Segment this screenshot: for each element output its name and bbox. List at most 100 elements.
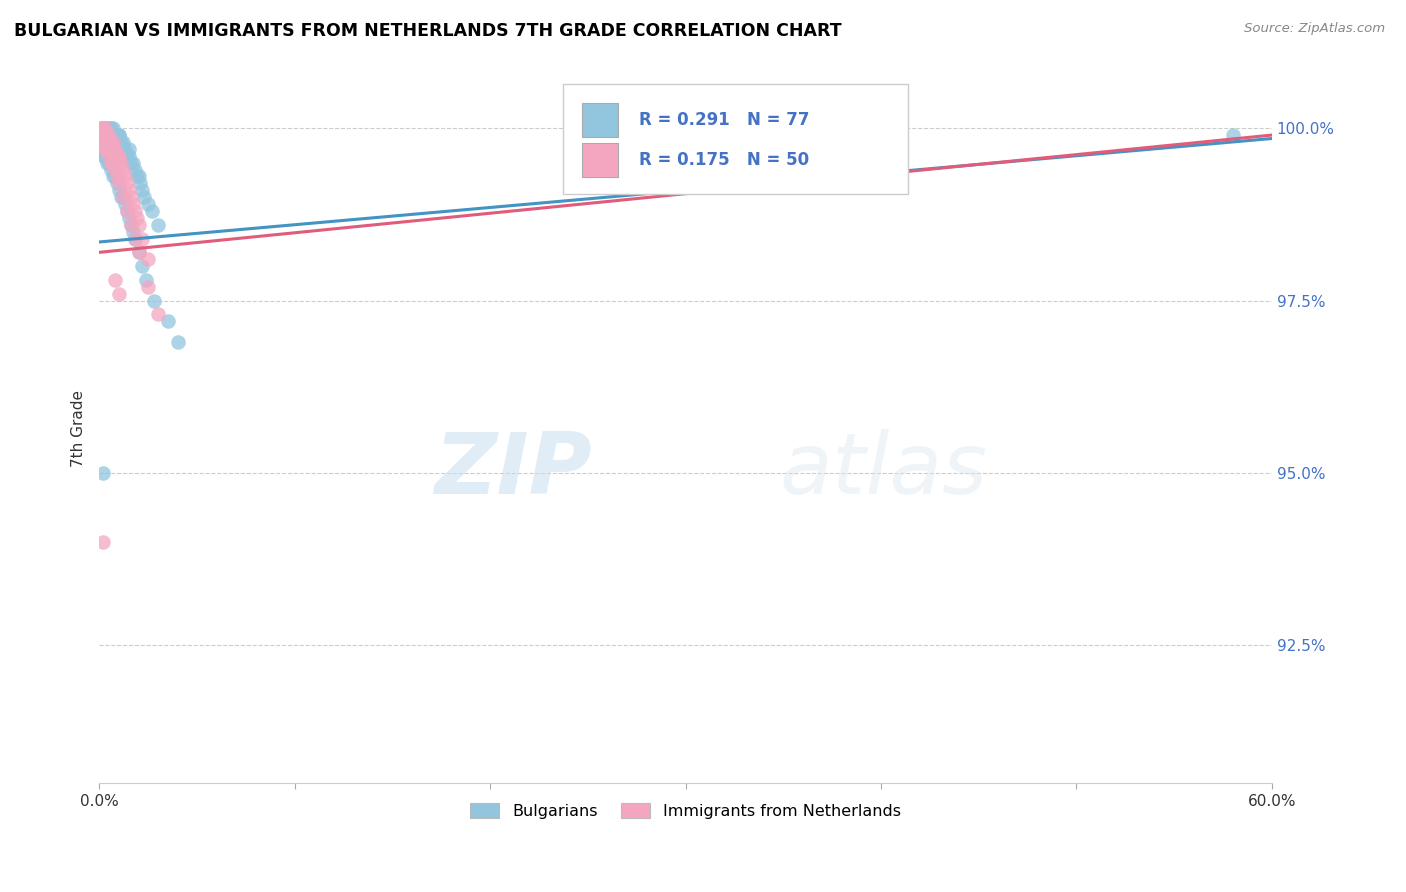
Point (90, 142, 112, 156)
Point (101, 135, 124, 149)
Point (118, 149, 141, 163)
Point (124, 231, 146, 245)
Point (108, 155, 131, 169)
Point (111, 142, 134, 156)
Point (111, 135, 134, 149)
Point (110, 190, 132, 204)
Point (98, 128, 121, 142)
Point (108, 177, 131, 191)
Legend: Bulgarians, Immigrants from Netherlands: Bulgarians, Immigrants from Netherlands (464, 797, 907, 825)
Point (118, 211, 141, 225)
Point (105, 135, 128, 149)
Bar (582, 103, 617, 136)
Point (96, 135, 118, 149)
Point (114, 197, 136, 211)
Point (120, 218, 142, 232)
Point (146, 307, 169, 321)
Point (772, 128, 794, 142)
Point (90, 128, 112, 142)
Point (100, 135, 122, 149)
Point (118, 183, 141, 197)
Point (98, 128, 121, 142)
Point (121, 197, 143, 211)
Text: atlas: atlas (779, 429, 987, 512)
Point (101, 155, 124, 169)
Point (104, 142, 127, 156)
Point (136, 280, 159, 294)
Point (94, 142, 117, 156)
Point (156, 314, 179, 328)
Point (124, 231, 146, 245)
Point (146, 218, 169, 232)
Point (636, 128, 658, 142)
Point (118, 142, 141, 156)
Point (110, 155, 132, 169)
Point (90, 121, 112, 136)
Point (93, 535, 115, 549)
Point (131, 259, 153, 273)
Point (108, 149, 131, 163)
FancyBboxPatch shape (562, 84, 908, 194)
Point (93, 121, 115, 136)
Point (128, 245, 150, 260)
Point (121, 155, 143, 169)
Point (1222, 128, 1244, 142)
Point (104, 273, 127, 287)
Point (93, 135, 115, 149)
Point (143, 293, 166, 308)
Point (125, 169, 148, 184)
Point (129, 177, 152, 191)
Point (94, 128, 117, 142)
Point (104, 162, 127, 177)
Y-axis label: 7th Grade: 7th Grade (72, 390, 86, 467)
Point (100, 155, 122, 169)
Point (98, 121, 121, 136)
Point (105, 177, 128, 191)
Point (100, 128, 122, 142)
Point (96, 155, 118, 169)
Point (115, 203, 138, 218)
Point (110, 142, 132, 156)
Point (100, 162, 122, 177)
Point (98, 128, 121, 142)
Point (100, 142, 122, 156)
Point (105, 128, 128, 142)
Point (115, 149, 138, 163)
Point (104, 135, 127, 149)
Point (98, 135, 121, 149)
Point (101, 121, 124, 136)
Point (108, 183, 131, 197)
Point (94, 121, 117, 136)
Point (105, 149, 128, 163)
Point (104, 128, 127, 142)
Point (94, 149, 117, 163)
Point (120, 218, 142, 232)
Point (98, 155, 121, 169)
Text: R = 0.291   N = 77: R = 0.291 N = 77 (638, 111, 810, 128)
Point (104, 149, 127, 163)
Point (100, 128, 122, 142)
Point (98, 149, 121, 163)
Point (141, 203, 163, 218)
Point (94, 121, 117, 136)
Text: Source: ZipAtlas.com: Source: ZipAtlas.com (1244, 22, 1385, 36)
Point (108, 142, 131, 156)
Point (90, 121, 112, 136)
Point (93, 128, 115, 142)
Point (125, 211, 148, 225)
Point (114, 142, 136, 156)
Point (136, 197, 159, 211)
Bar (582, 144, 617, 178)
Point (136, 252, 159, 267)
Point (111, 162, 134, 177)
Point (128, 245, 150, 260)
Point (101, 128, 124, 142)
Point (134, 190, 156, 204)
Point (166, 334, 188, 349)
Point (114, 169, 136, 184)
Point (114, 149, 136, 163)
Point (94, 128, 117, 142)
Point (131, 183, 153, 197)
Point (93, 149, 115, 163)
Point (96, 128, 118, 142)
